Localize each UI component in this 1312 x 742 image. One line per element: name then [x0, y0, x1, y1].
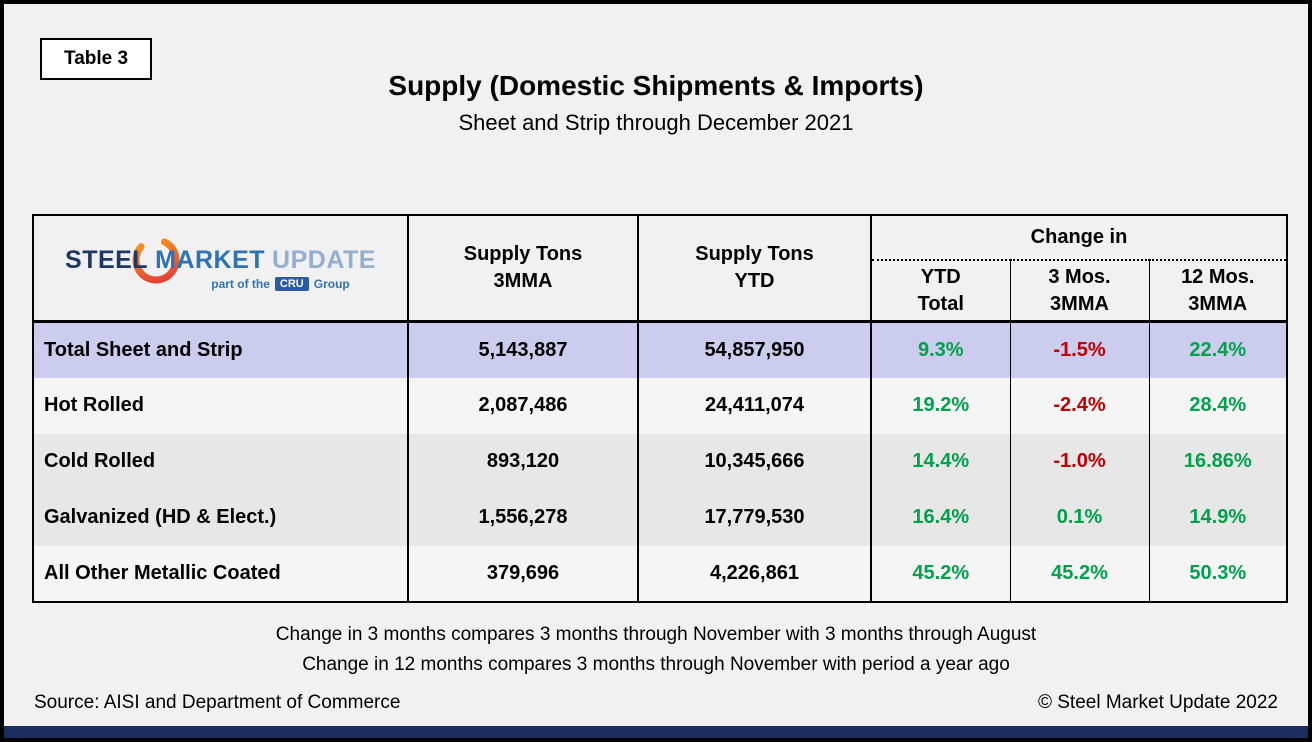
- table-row-total-sheet-and-strip: Total Sheet and Strip 5,143,887 54,857,9…: [33, 321, 1287, 378]
- col-header-supply-ytd: Supply Tons YTD: [637, 215, 871, 323]
- page-subtitle: Sheet and Strip through December 2021: [458, 110, 854, 135]
- cell-supply-3mma: 379,696: [407, 545, 638, 602]
- row-label: Galvanized (HD & Elect.): [44, 506, 277, 528]
- col-header-3mos-3mma: 3 Mos. 3MMA: [1009, 260, 1149, 324]
- tagline-prefix: part of the: [211, 276, 270, 291]
- table-row-cold-rolled: Cold Rolled 893,120 10,345,666 14.4% -1.…: [33, 433, 1287, 490]
- logo-word-market: MARKET: [155, 245, 266, 274]
- col-header-12mos-3mma: 12 Mos. 3MMA: [1148, 260, 1287, 324]
- table-row-galvanized: Galvanized (HD & Elect.) 1,556,278 17,77…: [33, 489, 1287, 546]
- logo-word-steel: STEEL: [65, 245, 149, 274]
- cell-3mos-3mma: -2.4%: [1009, 377, 1149, 434]
- cell-supply-3mma: 1,556,278: [407, 489, 638, 546]
- cell-ytd-total: 45.2%: [870, 545, 1010, 602]
- col-group-change-in: Change in: [870, 215, 1287, 262]
- logo-word-update: UPDATE: [272, 245, 376, 274]
- cell-supply-3mma: 2,087,486: [407, 377, 638, 434]
- row-label: All Other Metallic Coated: [44, 561, 281, 584]
- row-label: Cold Rolled: [44, 450, 156, 472]
- cell-ytd-total: 16.4%: [870, 489, 1010, 546]
- col-header-ytd-total: YTD Total: [870, 260, 1010, 324]
- copyright-note: © Steel Market Update 2022: [1037, 692, 1278, 713]
- footer-bar: [4, 726, 1308, 738]
- cell-ytd-total: 19.2%: [870, 377, 1010, 434]
- cell-3mos-3mma: -1.5%: [1009, 321, 1149, 378]
- footnotes: Change in 3 months compares 3 months thr…: [4, 620, 1308, 680]
- cell-3mos-3mma: 45.2%: [1009, 545, 1149, 602]
- cell-12mos-3mma: 16.86%: [1148, 433, 1287, 490]
- cell-ytd-total: 14.4%: [870, 433, 1010, 490]
- cell-supply-ytd: 24,411,074: [637, 377, 871, 434]
- tagline-suffix: Group: [313, 276, 350, 291]
- table-row-all-other-metallic-coated: All Other Metallic Coated 379,696 4,226,…: [33, 545, 1287, 602]
- table-row-hot-rolled: Hot Rolled 2,087,486 24,411,074 19.2% -2…: [33, 377, 1287, 434]
- row-label: Total Sheet and Strip: [44, 338, 243, 361]
- smu-logo-cell: STEEL MARKET UPDATE part of the CRU Grou…: [33, 215, 408, 323]
- cell-3mos-3mma: -1.0%: [1009, 433, 1149, 490]
- page-title: Supply (Domestic Shipments & Imports): [388, 70, 924, 101]
- footnote-3-months: Change in 3 months compares 3 months thr…: [275, 624, 1037, 645]
- cell-12mos-3mma: 22.4%: [1148, 321, 1287, 378]
- cell-ytd-total: 9.3%: [870, 321, 1010, 378]
- cell-12mos-3mma: 14.9%: [1148, 489, 1287, 546]
- supply-table: STEEL MARKET UPDATE part of the CRU Grou…: [32, 214, 1288, 603]
- cell-12mos-3mma: 28.4%: [1148, 377, 1287, 434]
- source-row: Source: AISI and Department of Commerce …: [34, 692, 1278, 714]
- source-note: Source: AISI and Department of Commerce: [34, 692, 401, 713]
- col-header-supply-3mma: Supply Tons 3MMA: [407, 215, 638, 323]
- cell-supply-ytd: 10,345,666: [637, 433, 871, 490]
- title-block: Supply (Domestic Shipments & Imports) Sh…: [4, 70, 1308, 136]
- cell-supply-ytd: 17,779,530: [637, 489, 871, 546]
- smu-logo-wordmark: STEEL MARKET UPDATE: [65, 236, 376, 283]
- cell-12mos-3mma: 50.3%: [1148, 545, 1287, 602]
- footnote-12-months: Change in 12 months compares 3 months th…: [302, 654, 1010, 675]
- smu-logo: STEEL MARKET UPDATE part of the CRU Grou…: [34, 216, 407, 320]
- cell-supply-ytd: 54,857,950: [637, 321, 871, 378]
- cell-3mos-3mma: 0.1%: [1009, 489, 1149, 546]
- smu-swoosh-icon: [132, 236, 180, 283]
- cell-supply-3mma: 5,143,887: [407, 321, 638, 378]
- smu-logo-tagline: part of the CRU Group: [211, 276, 350, 291]
- row-label: Hot Rolled: [44, 394, 144, 416]
- cell-supply-ytd: 4,226,861: [637, 545, 871, 602]
- table-number-label: Table 3: [40, 38, 153, 80]
- cru-badge: CRU: [274, 276, 309, 291]
- cell-supply-3mma: 893,120: [407, 433, 638, 490]
